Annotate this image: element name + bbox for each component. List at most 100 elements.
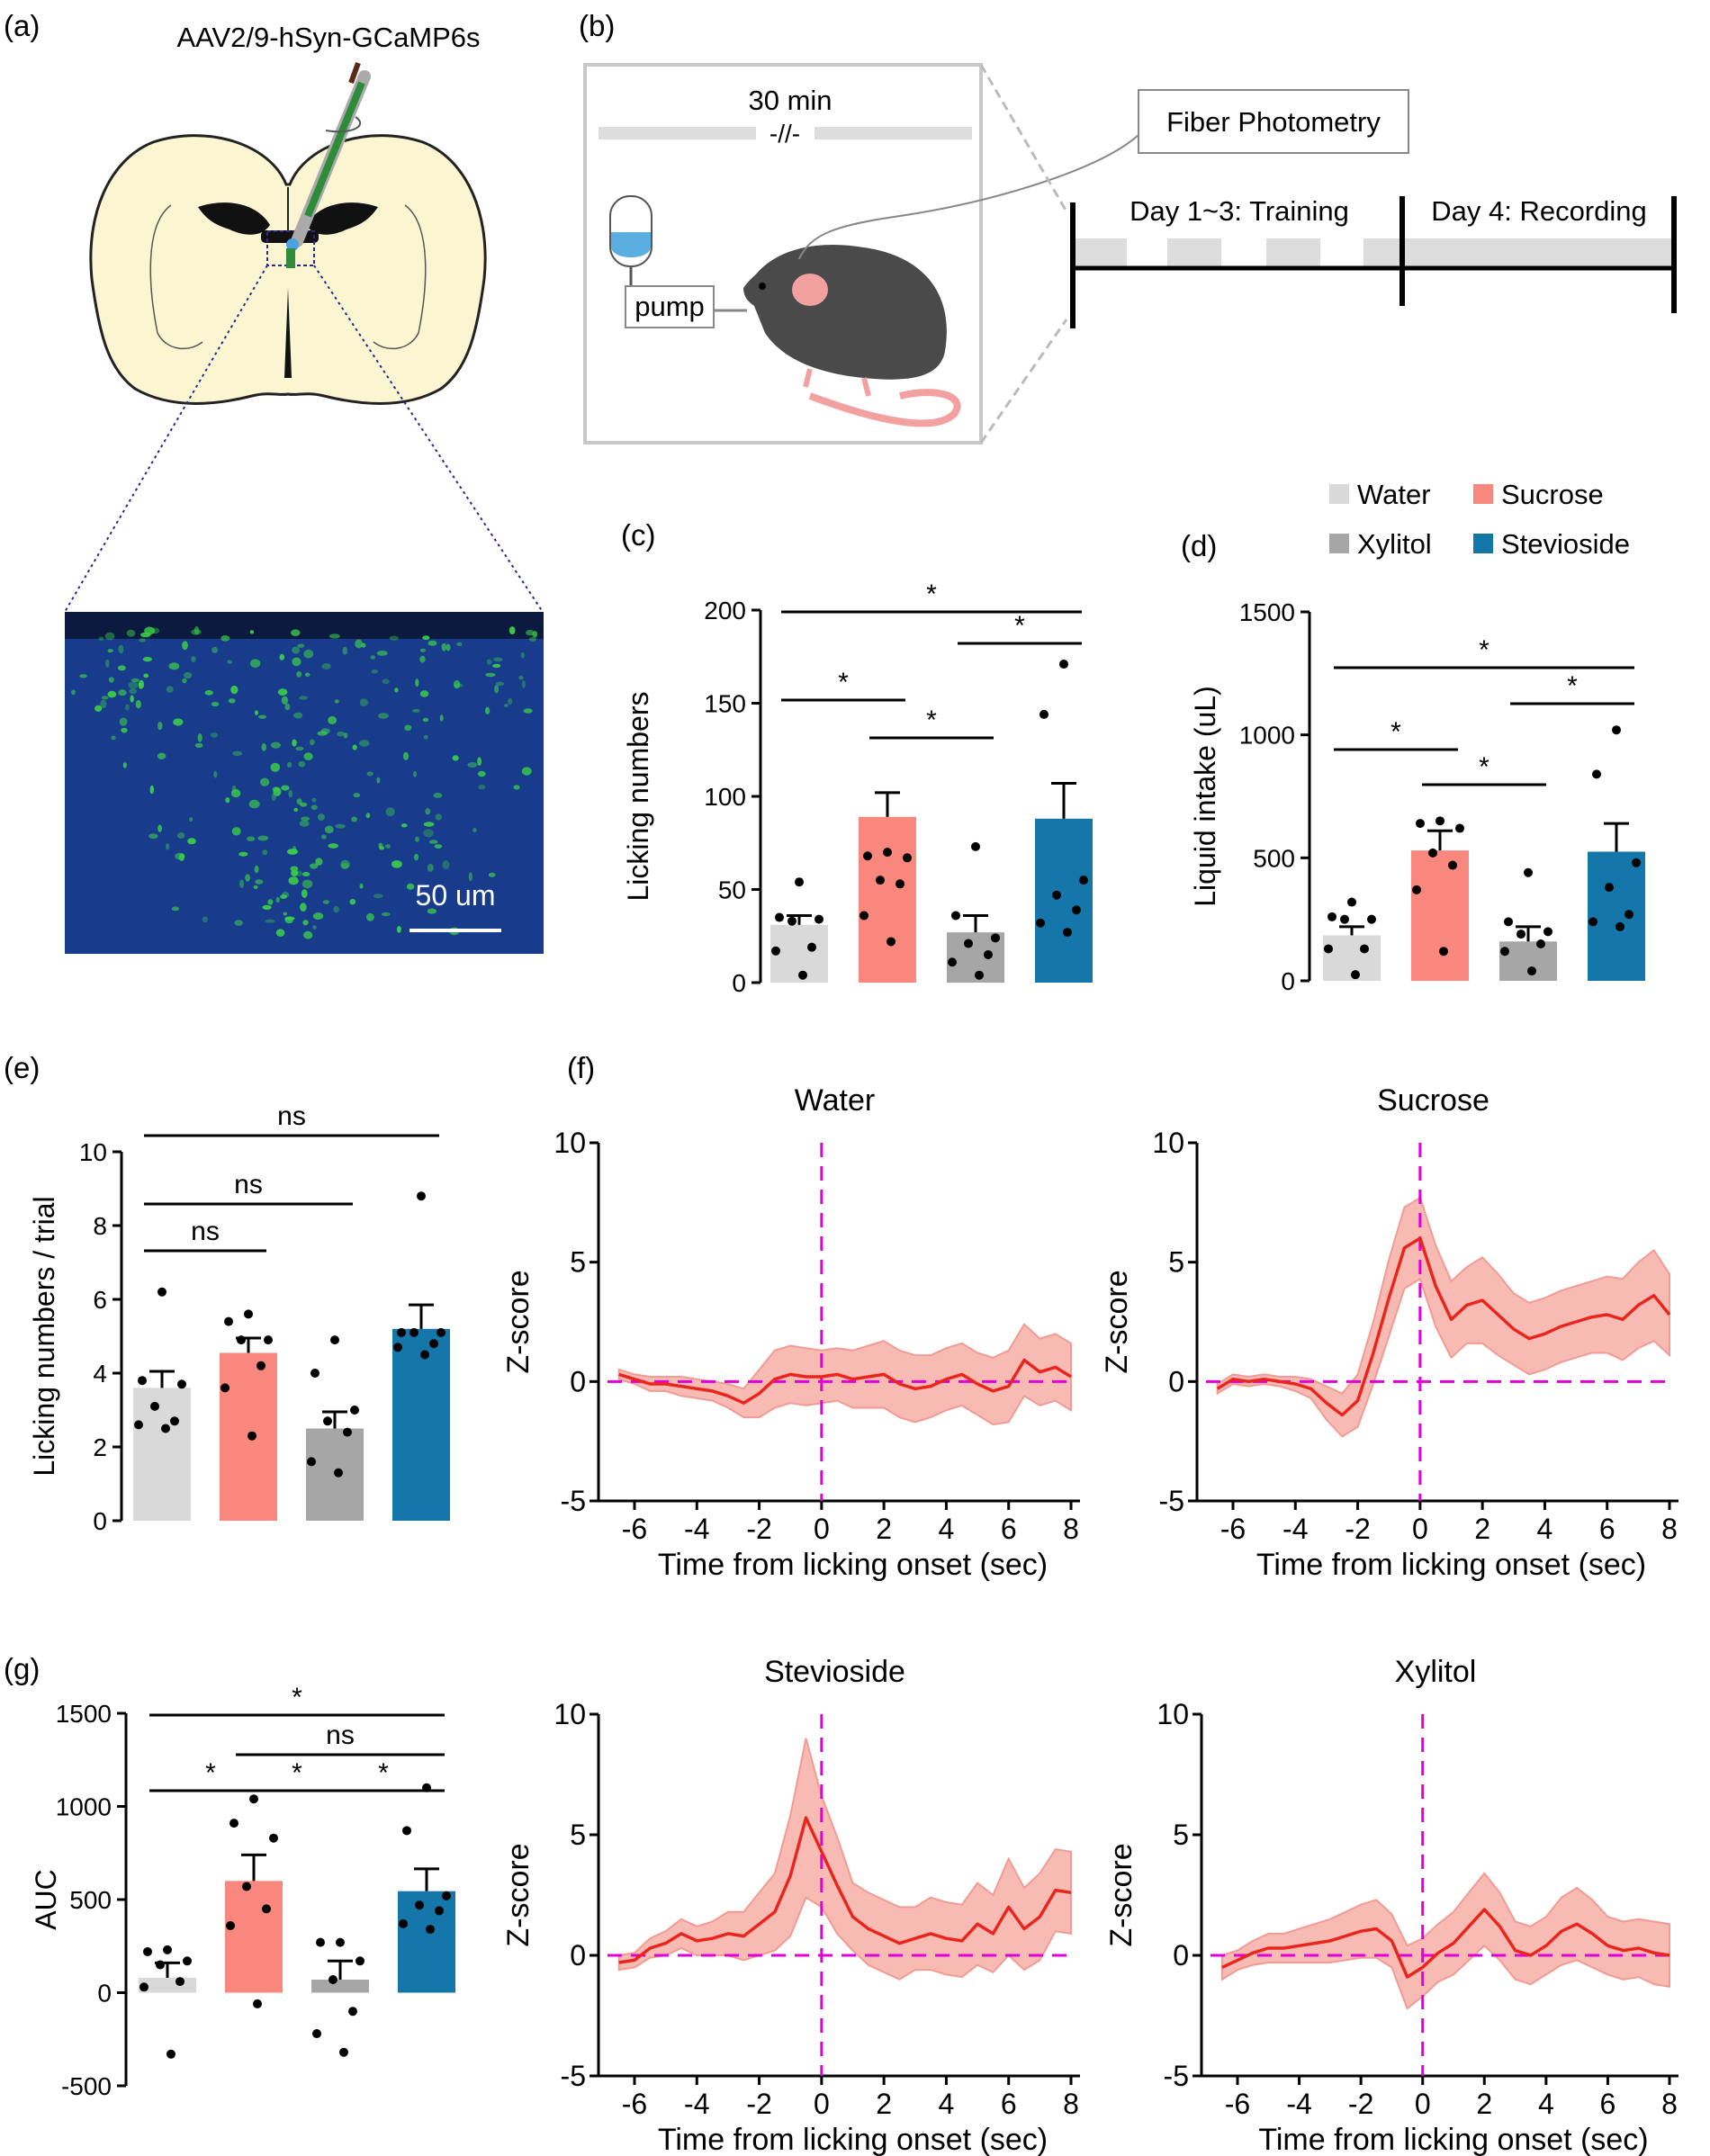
- cell: [166, 686, 174, 693]
- mean-trace: [618, 1358, 1072, 1405]
- mean-trace: [618, 1816, 1072, 1964]
- cell: [422, 717, 429, 723]
- data-point: [348, 2007, 357, 2017]
- x-tick-label: -2: [1345, 1513, 1370, 1545]
- y-axis-label: AUC: [30, 1869, 62, 1930]
- cell: [101, 696, 109, 700]
- data-point: [948, 957, 957, 967]
- cell: [486, 659, 492, 665]
- cell: [442, 860, 450, 869]
- data-point: [312, 2029, 321, 2039]
- y-tick-label: -5: [1159, 1485, 1184, 1517]
- data-point: [1500, 947, 1509, 957]
- cell: [125, 704, 130, 711]
- y-tick-label: 5: [570, 1819, 586, 1851]
- cell: [359, 883, 364, 889]
- data-point: [410, 1327, 418, 1337]
- data-point: [140, 1982, 148, 1992]
- cell: [284, 703, 291, 711]
- cell: [311, 797, 317, 803]
- data-point: [886, 937, 896, 947]
- y-axis-label: Liquid intake (uL): [1189, 686, 1221, 906]
- legend-swatch-water: [1329, 484, 1349, 504]
- cell: [521, 767, 532, 776]
- cell: [488, 872, 496, 877]
- data-point: [393, 1343, 402, 1352]
- cell: [456, 642, 463, 647]
- cell: [422, 635, 430, 641]
- cell: [340, 862, 349, 869]
- x-tick-label: -2: [746, 2088, 771, 2120]
- session-duration: 30 min: [748, 85, 832, 116]
- bar-stevioside: [398, 1891, 455, 1993]
- significance-label: *: [292, 1683, 302, 1712]
- cell: [119, 717, 128, 726]
- x-tick-label: 0: [814, 2088, 830, 2120]
- water-bottle-icon: [609, 195, 652, 286]
- cell: [292, 646, 301, 654]
- cell: [518, 676, 524, 680]
- significance-label: *: [1390, 717, 1401, 747]
- chart-title: Stevioside: [764, 1655, 905, 1689]
- panel-a: AAV2/9-hSyn-GCaMP6s 50 um: [64, 22, 544, 954]
- data-point: [442, 1891, 451, 1900]
- x-tick-label: 2: [1474, 1513, 1490, 1545]
- data-point: [1079, 876, 1088, 885]
- data-point: [883, 848, 892, 858]
- data-point: [339, 2047, 348, 2057]
- data-point: [176, 1977, 184, 1987]
- y-tick-label: 500: [69, 1886, 112, 1914]
- data-point: [399, 1918, 408, 1928]
- x-tick-label: 6: [1001, 2088, 1017, 2120]
- data-point: [226, 1920, 235, 1930]
- significance-label: *: [378, 1758, 389, 1788]
- cell: [419, 648, 426, 652]
- data-point: [397, 1327, 406, 1337]
- ventricle-right: [306, 202, 378, 235]
- trace-chart-xylitol: -5 0 5 10 -6 -4 -2 0 2 4 6 8 Time from licking onset…: [1104, 1655, 1678, 2156]
- cell: [302, 920, 309, 926]
- cell: [477, 770, 486, 777]
- cell: [291, 869, 299, 876]
- cell: [412, 708, 420, 713]
- data-point: [1040, 709, 1048, 719]
- cell: [292, 846, 297, 854]
- data-point: [242, 1882, 251, 1891]
- cell: [493, 657, 503, 662]
- chart-title: Sucrose: [1377, 1083, 1490, 1118]
- data-point: [161, 1424, 170, 1433]
- data-point: [249, 1794, 258, 1804]
- data-point: [1455, 823, 1464, 833]
- cell: [491, 663, 501, 669]
- cell: [406, 883, 415, 890]
- data-point: [350, 1406, 359, 1415]
- y-tick-label: 0: [1173, 1939, 1189, 1972]
- y-axis-label: Licking numbers / trial: [28, 1196, 60, 1476]
- legend-swatch-xylitol: [1329, 534, 1349, 553]
- cell: [296, 671, 302, 678]
- y-tick-label: 10: [554, 1127, 586, 1159]
- training-label: Day 1~3: Training: [1130, 195, 1349, 227]
- y-tick-label: 0: [570, 1365, 586, 1397]
- y-axis-label: Z-score: [1104, 1843, 1138, 1946]
- cell: [321, 834, 327, 840]
- cell: [376, 777, 381, 784]
- cell: [166, 843, 170, 850]
- corpus-callosum-left: [149, 204, 203, 350]
- cell: [104, 632, 115, 641]
- bar-sucrose: [859, 816, 916, 983]
- cell: [230, 685, 238, 695]
- cell: [402, 751, 410, 760]
- x-tick-label: -4: [684, 1513, 709, 1545]
- cell: [275, 929, 285, 937]
- significance-label: *: [838, 668, 849, 697]
- significance-label: ns: [277, 1101, 306, 1131]
- bar-chart-intake: 0 500 1000 1500 Liquid intake (uL) * * * *: [1189, 598, 1645, 995]
- data-point: [415, 1900, 424, 1910]
- x-tick-label: 8: [1661, 1513, 1678, 1545]
- data-point: [264, 1335, 273, 1345]
- significance-label: ns: [191, 1217, 220, 1246]
- data-point: [1544, 927, 1552, 937]
- optical-fiber: [798, 134, 1139, 260]
- cell: [301, 889, 308, 898]
